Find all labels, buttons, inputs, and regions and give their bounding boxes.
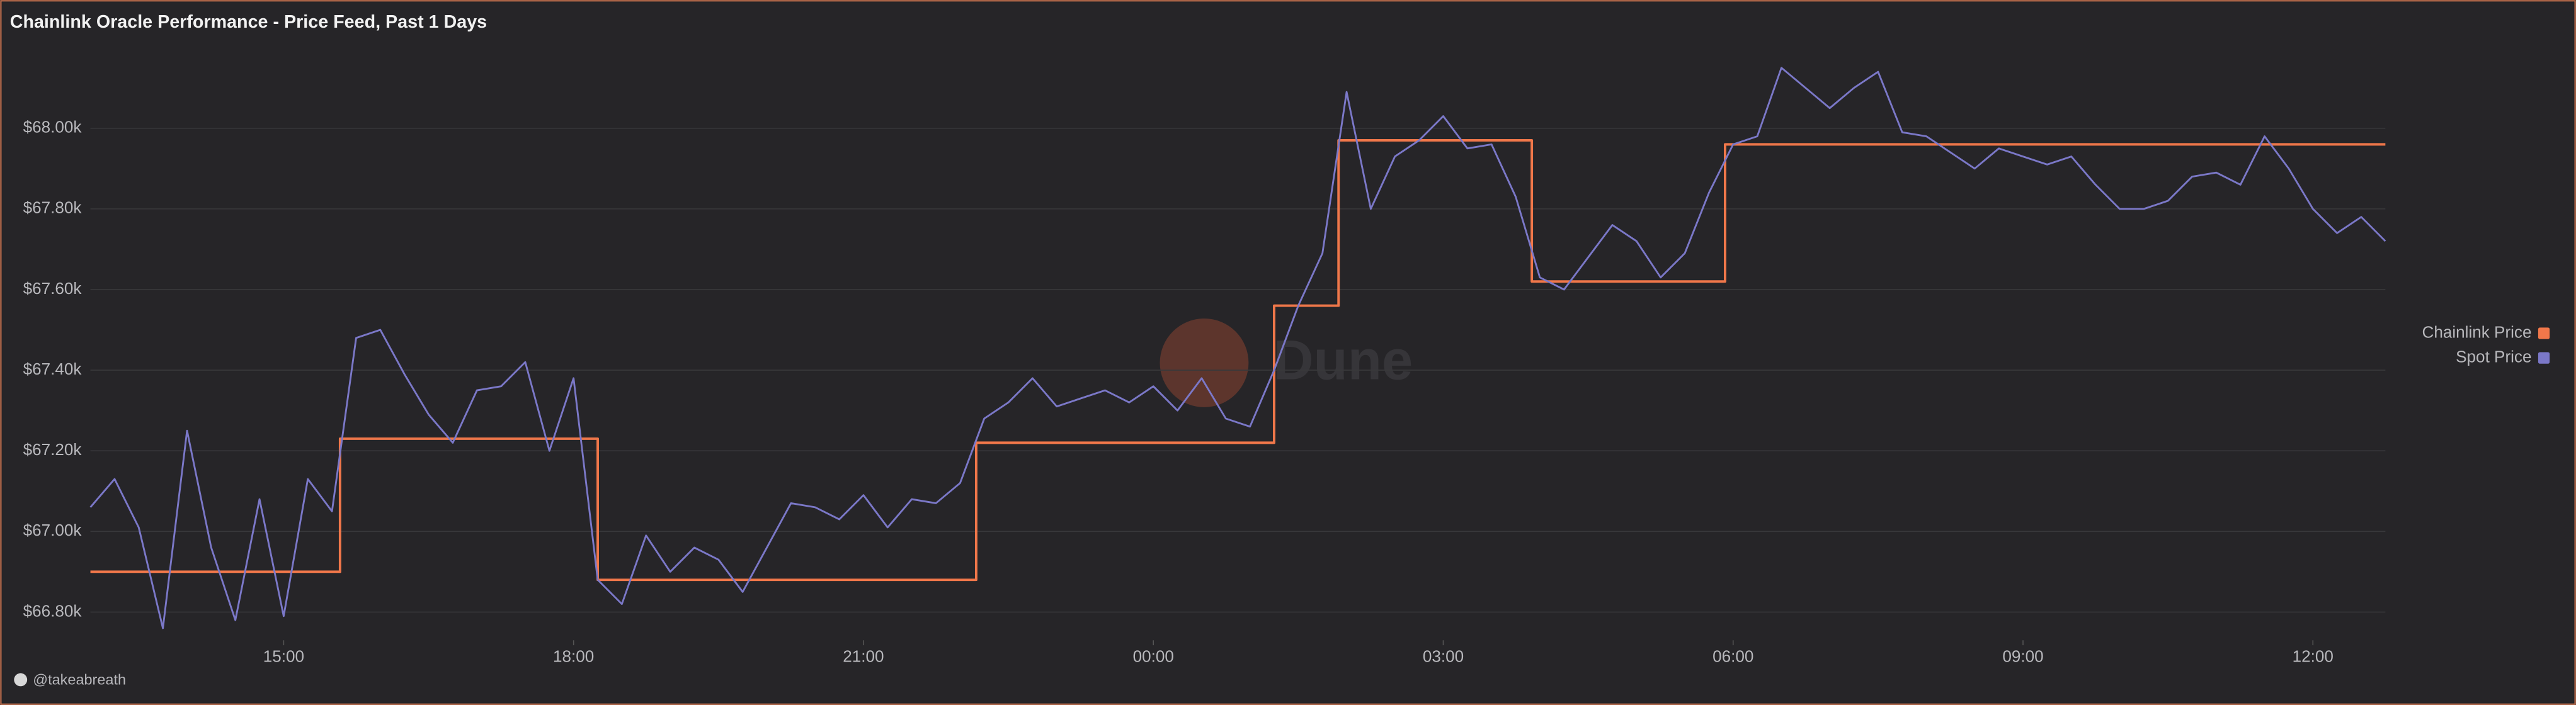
y-tick-label: $67.20k [23, 440, 83, 459]
x-tick-label: 15:00 [263, 647, 304, 666]
y-tick-label: $67.60k [23, 279, 83, 298]
credit: @takeabreath [33, 671, 126, 687]
y-tick-label: $66.80k [23, 601, 83, 620]
x-tick-label: 12:00 [2293, 647, 2334, 666]
watermark: Dune [1160, 319, 1413, 407]
legend-label: Spot Price [2456, 347, 2531, 366]
x-tick-label: 03:00 [1423, 647, 1464, 666]
x-tick-label: 21:00 [843, 647, 884, 666]
legend-swatch [2538, 352, 2550, 364]
x-tick-label: 09:00 [2002, 647, 2043, 666]
legend-label: Chainlink Price [2422, 322, 2532, 341]
y-tick-label: $67.00k [23, 521, 83, 539]
y-tick-label: $67.40k [23, 359, 83, 378]
credit-icon [14, 673, 28, 687]
watermark-logo [1160, 319, 1249, 407]
legend-swatch [2538, 327, 2550, 339]
y-tick-label: $68.00k [23, 118, 83, 137]
x-tick-label: 18:00 [553, 647, 594, 666]
step-line [90, 139, 2386, 582]
chart-title: Chainlink Oracle Performance - Price Fee… [10, 12, 487, 32]
price-line [89, 67, 2386, 629]
y-tick-label: $67.80k [23, 198, 83, 217]
x-tick-label: 00:00 [1133, 647, 1174, 666]
x-tick-label: 06:00 [1713, 647, 1753, 666]
watermark-text: Dune [1274, 329, 1413, 391]
